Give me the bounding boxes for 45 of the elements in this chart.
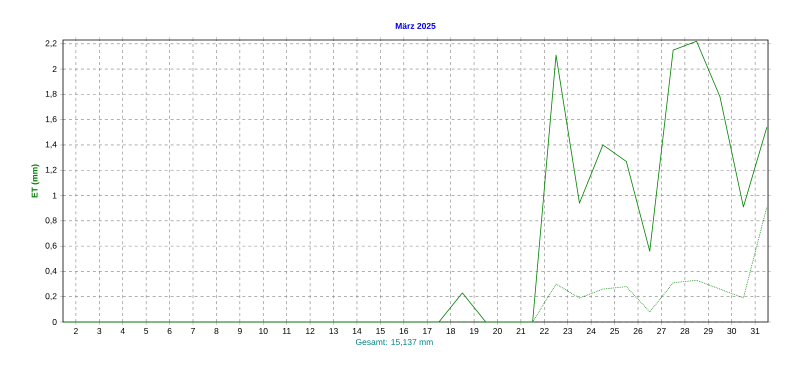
x-tick-label: 8 — [214, 328, 218, 334]
x-tick-label: 19 — [470, 328, 478, 334]
x-tick-label: 29 — [704, 328, 713, 334]
x-tick-label: 30 — [727, 328, 736, 334]
y-tick-label: 1 — [52, 192, 57, 198]
y-tick-label: 0 — [52, 318, 57, 326]
x-tick-label: 11 — [282, 328, 291, 334]
x-tick-label: 12 — [306, 328, 314, 334]
x-tick-label: 4 — [120, 328, 125, 334]
x-tick-label: 21 — [516, 328, 526, 334]
y-axis-title: ET (mm) — [31, 164, 40, 198]
x-tick-label: 26 — [634, 328, 642, 334]
x-tick-label: 6 — [168, 328, 172, 334]
x-tick-label: 28 — [680, 328, 690, 334]
x-tick-label: 16 — [400, 328, 408, 334]
x-tick-label: 3 — [97, 328, 102, 334]
x-tick-label: 17 — [423, 328, 432, 334]
x-tick-label: 20 — [493, 328, 502, 334]
y-tick-label: 1,2 — [46, 166, 57, 174]
y-tick-label: 0,4 — [45, 268, 57, 275]
x-tick-label: 25 — [610, 328, 619, 334]
x-tick-label: 22 — [540, 328, 549, 334]
y-tick-label: 1,8 — [46, 90, 57, 98]
x-tick-label: 14 — [352, 328, 362, 334]
x-tick-label: 23 — [563, 328, 572, 334]
x-tick-label: 10 — [259, 328, 268, 334]
x-tick-label: 2 — [74, 328, 78, 334]
y-tick-label: 2 — [52, 66, 57, 72]
x-tick-label: 5 — [144, 328, 148, 334]
x-tick-label: 24 — [586, 328, 596, 334]
y-tick-label: 1,6 — [46, 116, 57, 124]
y-tick-label: 1,4 — [46, 141, 57, 148]
x-tick-label: 7 — [191, 328, 195, 334]
chart-title: März 2025 — [396, 22, 436, 29]
x-tick-label: 13 — [329, 328, 338, 334]
y-tick-label: 0,8 — [45, 217, 57, 224]
x-tick-label: 15 — [376, 328, 385, 334]
y-tick-label: 2,2 — [46, 40, 57, 48]
x-tick-label: 31 — [750, 328, 760, 334]
x-tick-label: 18 — [446, 328, 456, 334]
y-tick-label: 0,2 — [45, 293, 57, 300]
x-tick-label: 27 — [657, 328, 666, 334]
x-tick-label: 9 — [238, 328, 242, 334]
y-tick-label: 0,6 — [45, 242, 57, 250]
text: Gesamt: 15,137 mm — [356, 339, 433, 346]
